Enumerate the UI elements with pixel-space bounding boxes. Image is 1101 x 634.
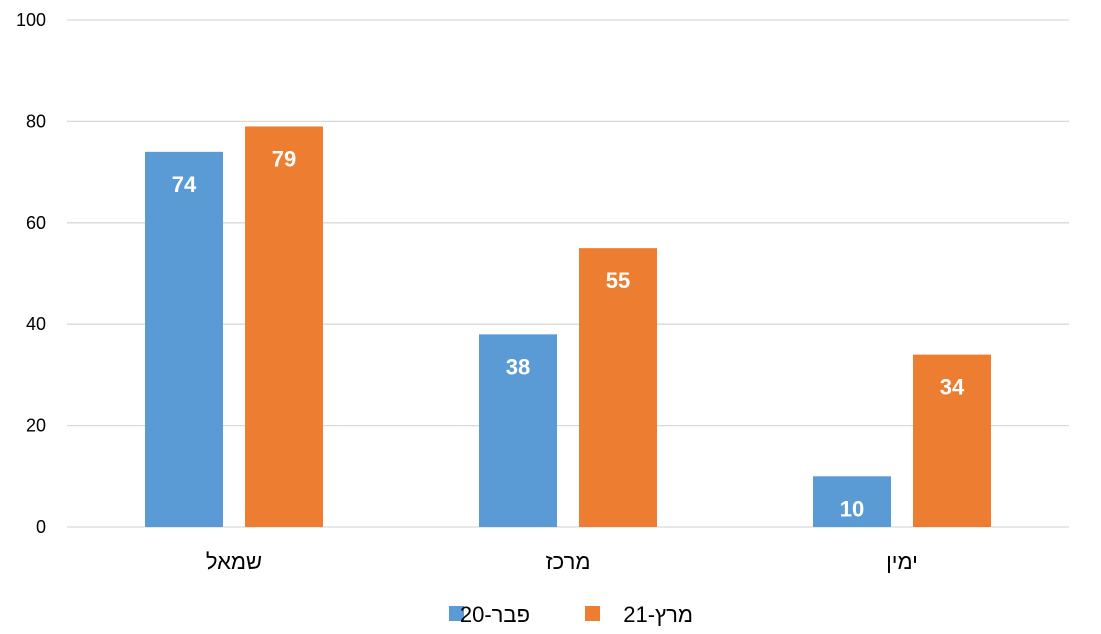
- data-label: 38: [506, 354, 530, 379]
- data-label: 10: [840, 496, 864, 521]
- bar-1-3: [813, 476, 891, 527]
- y-tick-label: 0: [36, 517, 46, 537]
- data-label: 79: [272, 146, 296, 171]
- bar-1-2: [479, 334, 557, 527]
- y-axis: 0 20 40 60 80 100: [16, 10, 46, 537]
- y-tick-label: 80: [26, 111, 46, 131]
- y-tick-label: 60: [26, 213, 46, 233]
- data-label: 74: [172, 172, 197, 197]
- y-tick-label: 40: [26, 314, 46, 334]
- bar-1-1: [145, 151, 223, 527]
- bar-2-2: [579, 248, 657, 527]
- data-label: 34: [940, 375, 965, 400]
- bar-2-3: [913, 354, 991, 527]
- legend-label-2: מרץ-21: [623, 602, 693, 627]
- x-category-label: מרכז: [546, 549, 591, 574]
- bars: 74 79 38 55 10 34: [145, 126, 991, 527]
- legend-swatch-2: [585, 606, 600, 621]
- y-tick-label: 100: [16, 10, 46, 30]
- legend: פבר-20 מרץ-21: [449, 602, 693, 627]
- x-category-label: שמאל: [206, 549, 262, 574]
- data-label: 55: [606, 268, 630, 293]
- x-category-label: ימין: [886, 549, 918, 574]
- gridlines: [67, 19, 1069, 528]
- legend-swatch-1: [449, 606, 464, 621]
- x-axis: שמאל מרכז ימין: [206, 549, 918, 574]
- legend-label-1: פבר-20: [460, 602, 530, 627]
- y-tick-label: 20: [26, 416, 46, 436]
- bar-2-1: [245, 126, 323, 527]
